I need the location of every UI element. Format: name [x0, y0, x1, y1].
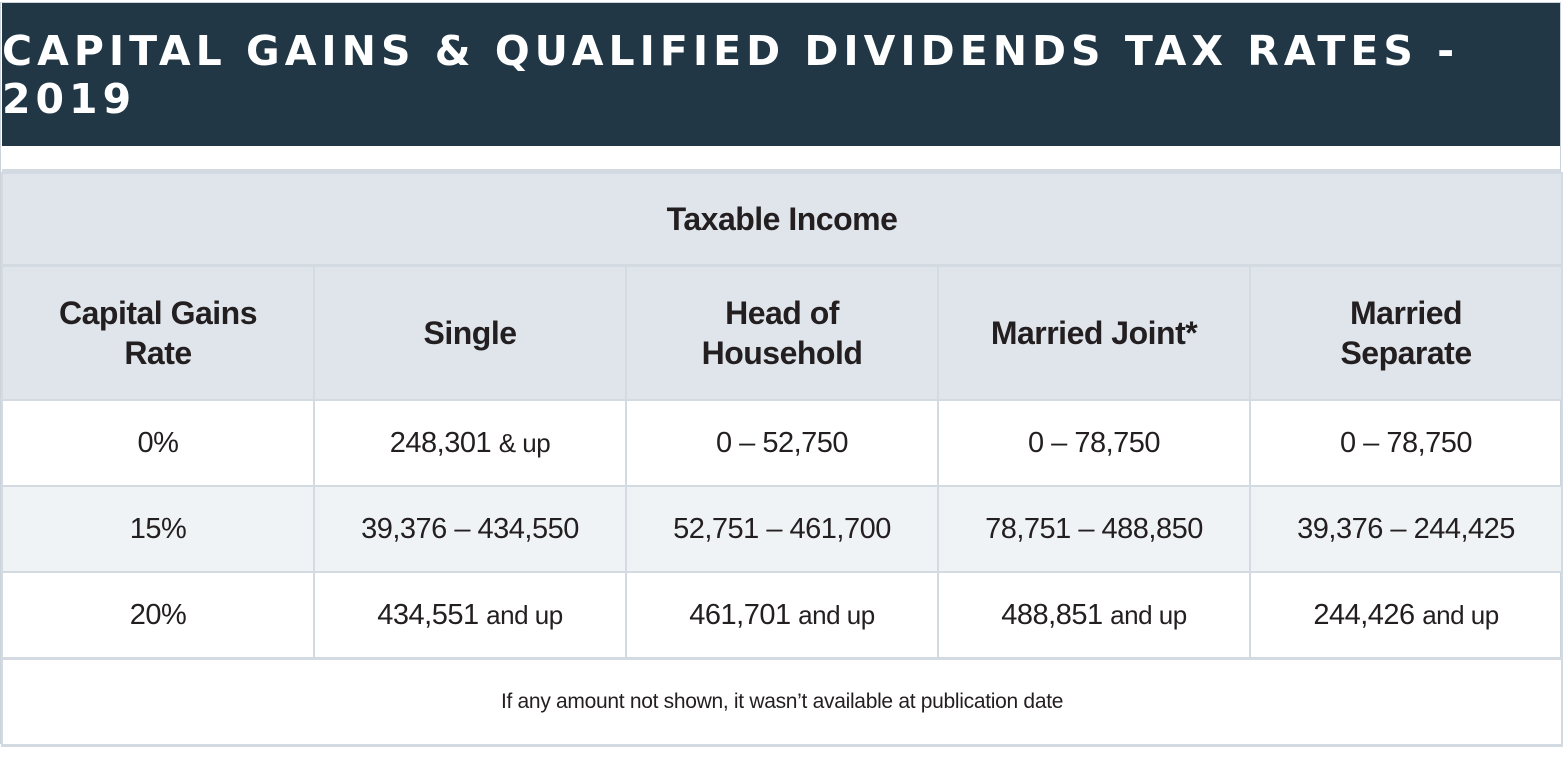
footnote-row: If any amount not shown, it wasn’t avail… — [0, 657, 1563, 747]
page-title: CAPITAL GAINS & QUALIFIED DIVIDENDS TAX … — [2, 26, 1460, 123]
column-header-single: Single — [313, 264, 627, 401]
single-cell: 39,376 – 434,550 — [313, 485, 627, 573]
column-header-married-separate: Married Separate — [1248, 264, 1563, 401]
group-header-row: Taxable Income — [0, 172, 1563, 267]
single-cell: 248,301 & up — [313, 399, 627, 487]
head-of-household-cell: 52,751 – 461,700 — [625, 485, 939, 573]
single-cell: 434,551 and up — [313, 571, 627, 660]
tax-rates-table: Taxable Income Capital Gains Rate Single … — [0, 172, 1563, 747]
table-row: 20% 434,551 and up 461,701 and up 488,85… — [1, 571, 1563, 660]
married-joint-cell: 488,851 and up — [937, 571, 1251, 660]
head-of-household-cell: 0 – 52,750 — [625, 399, 939, 487]
rate-cell: 15% — [1, 485, 315, 573]
column-header-head-of-household: Head of Household — [625, 264, 939, 401]
married-separate-cell: 0 – 78,750 — [1248, 399, 1563, 487]
column-header-married-joint: Married Joint* — [937, 264, 1251, 401]
married-separate-cell: 39,376 – 244,425 — [1248, 485, 1563, 573]
rate-cell: 20% — [1, 571, 315, 660]
column-header-row: Capital Gains Rate Single Head of Househol… — [1, 264, 1563, 401]
title-spacer — [2, 146, 1560, 172]
head-of-household-cell: 461,701 and up — [625, 571, 939, 660]
column-header-rate: Capital Gains Rate — [1, 264, 315, 401]
table-row: 15% 39,376 – 434,550 52,751 – 461,700 78… — [1, 485, 1563, 573]
married-joint-cell: 0 – 78,750 — [937, 399, 1251, 487]
title-banner: CAPITAL GAINS & QUALIFIED DIVIDENDS TAX … — [2, 3, 1560, 146]
footnote: If any amount not shown, it wasn’t avail… — [0, 657, 1563, 747]
table-row: 0% 248,301 & up 0 – 52,750 0 – 78,750 0 … — [1, 399, 1563, 487]
taxable-income-header: Taxable Income — [0, 172, 1563, 267]
married-joint-cell: 78,751 – 488,850 — [937, 485, 1251, 573]
married-separate-cell: 244,426 and up — [1248, 571, 1563, 660]
rate-cell: 0% — [1, 399, 315, 487]
